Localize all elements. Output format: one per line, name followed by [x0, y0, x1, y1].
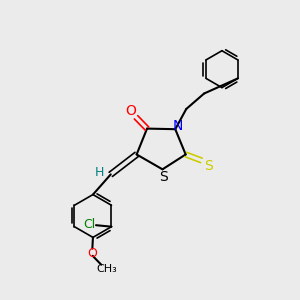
- Text: H: H: [95, 167, 104, 179]
- Text: O: O: [88, 247, 98, 260]
- Text: Cl: Cl: [83, 218, 95, 231]
- Text: CH₃: CH₃: [97, 264, 118, 274]
- Text: O: O: [125, 104, 136, 118]
- Text: S: S: [204, 159, 213, 173]
- Text: N: N: [173, 119, 183, 133]
- Text: S: S: [159, 170, 167, 184]
